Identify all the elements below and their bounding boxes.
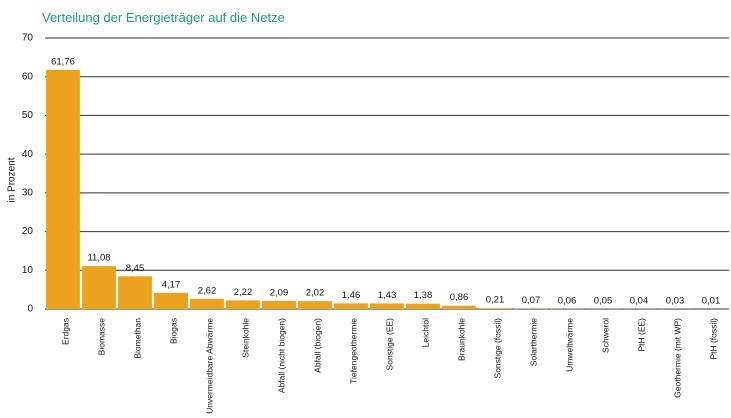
value-label: 0,04 bbox=[630, 295, 649, 306]
bar bbox=[478, 308, 512, 309]
bar bbox=[334, 303, 368, 309]
y-tick-label: 10 bbox=[22, 265, 34, 276]
y-tick-label: 50 bbox=[22, 110, 34, 121]
x-tick-label: Geothermie (mit WP) bbox=[672, 318, 682, 398]
value-label: 2,02 bbox=[306, 288, 325, 299]
y-tick-label: 30 bbox=[22, 187, 34, 198]
value-label: 2,62 bbox=[198, 285, 217, 296]
value-label: 0,01 bbox=[702, 295, 721, 306]
bar bbox=[82, 266, 116, 309]
chart-title: Verteilung der Energieträger auf die Net… bbox=[42, 10, 285, 25]
value-label: 4,17 bbox=[162, 279, 181, 290]
bar bbox=[442, 305, 476, 309]
y-tick-label: 70 bbox=[22, 33, 34, 44]
x-tick-label: Sonstige (EE) bbox=[384, 318, 394, 371]
x-tick-label: Steinkohle bbox=[240, 318, 250, 358]
x-tick-label: Biomethan bbox=[132, 318, 142, 359]
x-tick-label: Biogas bbox=[168, 318, 178, 344]
x-tick-label: PtH (EE) bbox=[636, 318, 646, 352]
x-tick-label: Erdgas bbox=[60, 318, 70, 345]
y-tick-label: 20 bbox=[22, 226, 34, 237]
x-tick-label: Abfall (nicht biogen) bbox=[276, 318, 286, 393]
x-tick-label: Unvermeidbare Abwärme bbox=[204, 318, 214, 414]
value-label: 1,38 bbox=[414, 290, 433, 301]
y-tick-label: 60 bbox=[22, 71, 34, 82]
value-label: 0,21 bbox=[486, 295, 505, 306]
x-tick-label: Umweltwärme bbox=[564, 318, 574, 372]
bar bbox=[298, 301, 332, 309]
x-tick-label: Schweröl bbox=[600, 318, 610, 353]
x-tick-label: Leichtöl bbox=[420, 318, 430, 347]
x-tick-label: Solarthermie bbox=[528, 318, 538, 366]
x-tick-label: Biomasse bbox=[96, 318, 106, 356]
x-tick-label: Sonstige (fossil) bbox=[492, 318, 502, 379]
x-tick-label: Abfall (biogen) bbox=[312, 318, 322, 373]
bar bbox=[154, 292, 188, 309]
value-label: 8,45 bbox=[126, 263, 145, 274]
value-label: 0,03 bbox=[666, 295, 685, 306]
bar bbox=[46, 69, 80, 309]
x-tick-label: Tiefengeothermie bbox=[348, 318, 358, 384]
value-label: 0,05 bbox=[594, 295, 613, 306]
value-label: 0,06 bbox=[558, 295, 577, 306]
x-tick-label: Braunkohle bbox=[456, 318, 466, 361]
bar bbox=[262, 300, 296, 309]
value-label: 1,46 bbox=[342, 290, 361, 301]
value-label: 11,08 bbox=[87, 253, 110, 264]
bar bbox=[190, 298, 224, 309]
bar bbox=[370, 303, 404, 309]
y-axis-label: in Prozent bbox=[7, 157, 18, 202]
bar bbox=[118, 276, 152, 309]
value-label: 1,43 bbox=[378, 290, 397, 301]
bar bbox=[226, 300, 260, 309]
value-label: 2,09 bbox=[270, 287, 289, 298]
value-label: 61,76 bbox=[51, 56, 75, 67]
y-tick-label: 40 bbox=[22, 149, 34, 160]
bar bbox=[406, 303, 440, 309]
y-tick-label: 0 bbox=[27, 304, 33, 315]
value-label: 0,86 bbox=[450, 292, 469, 303]
x-tick-label: PtH (fossil) bbox=[708, 318, 718, 360]
value-label: 0,07 bbox=[522, 295, 541, 306]
value-label: 2,22 bbox=[234, 287, 253, 298]
